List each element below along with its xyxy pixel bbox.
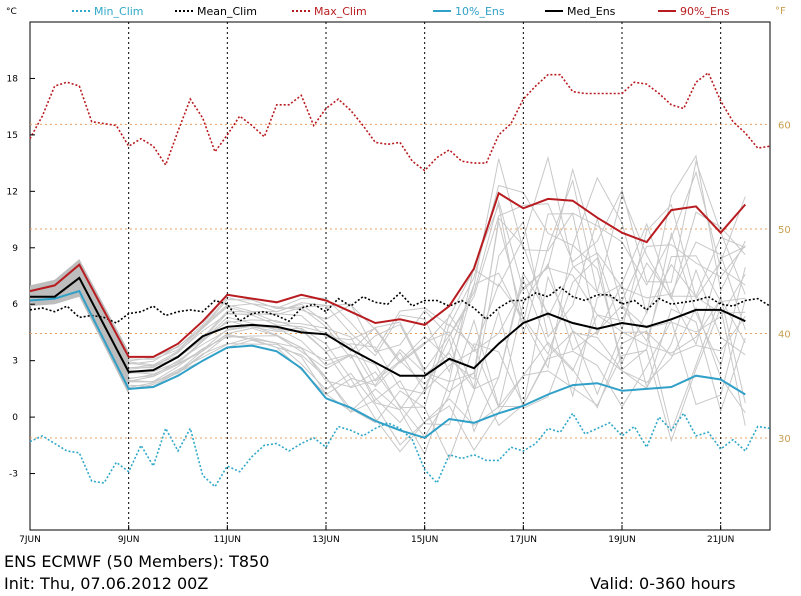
y-tick-label: 12: [7, 187, 18, 197]
y-tick-label: 6: [12, 300, 18, 310]
legend-label: Max_Clim: [314, 5, 367, 18]
series-line-meanclim: [29, 286, 771, 324]
ensemble-member-line: [29, 275, 746, 438]
ensemble-member-line: [29, 262, 746, 410]
y-tick-label-right: 60: [778, 120, 791, 131]
x-tick-label: 17JUN: [510, 535, 537, 545]
ensemble-member-line: [29, 159, 746, 362]
legend-label: Mean_Clim: [197, 5, 257, 18]
series-line-10ens: [29, 289, 746, 439]
ensemble-member-line: [29, 285, 746, 456]
y-tick-label: 3: [12, 357, 18, 367]
legend-label: Min_Clim: [94, 5, 144, 18]
y-tick-label-right: 30: [778, 434, 791, 445]
x-tick-label: 21JUN: [707, 535, 734, 545]
ensemble-member-line: [29, 284, 746, 426]
y-tick-label: 18: [7, 74, 19, 84]
valid-range: Valid: 0-360 hours: [590, 574, 736, 593]
init-time: Init: Thu, 07.06.2012 00Z: [4, 574, 209, 593]
legend-label: 90%_Ens: [680, 5, 730, 18]
x-tick-label: 13JUN: [312, 535, 339, 545]
ensemble-member-line: [29, 277, 746, 433]
ensemble-member-line: [29, 287, 746, 460]
chart-title: ENS ECMWF (50 Members): T850: [4, 552, 270, 571]
ensemble-member-line: [29, 158, 746, 374]
legend-label: 10%_Ens: [455, 5, 505, 18]
x-tick-label: 15JUN: [411, 535, 438, 545]
y-tick-label-right: 50: [778, 225, 791, 236]
y-tick-label-right: 40: [778, 329, 791, 340]
y-unit-right: °F: [775, 6, 786, 17]
ensemble-chart: -3 0 3 6 9 12 15 18 °C 30 40 50 60 °F 7JUN 9JUN 11JUN 13J…: [6, 5, 791, 545]
y-tick-label: 0: [12, 413, 18, 423]
series-line-maxclim: [29, 71, 771, 172]
y-unit-left: °C: [6, 7, 17, 17]
y-tick-label: 15: [7, 131, 18, 141]
x-tick-label: 19JUN: [608, 535, 635, 545]
ensemble-member-line: [29, 231, 746, 392]
x-tick-label: 11JUN: [214, 535, 241, 545]
x-tick-label: 9JUN: [118, 535, 140, 545]
legend-label: Med_Ens: [567, 5, 616, 18]
ensemble-member-line: [29, 287, 746, 446]
ensemble-spread-band: [30, 259, 129, 395]
x-tick-label: 7JUN: [19, 535, 41, 545]
series-line-medens: [30, 276, 746, 377]
ensemble-member-line: [29, 213, 746, 386]
y-tick-label: -3: [9, 470, 18, 480]
ensemble-member-line: [29, 155, 746, 365]
y-tick-label: 9: [12, 244, 18, 254]
series-line-90ens: [29, 191, 747, 358]
ensemble-member-line: [29, 167, 746, 372]
